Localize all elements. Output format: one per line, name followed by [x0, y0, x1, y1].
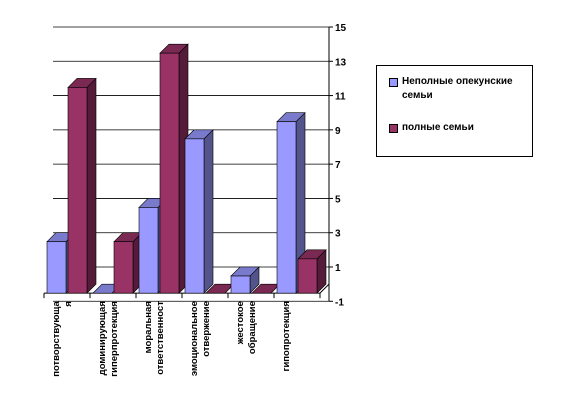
legend-label-series-2: полные семьи [402, 122, 474, 133]
bar [230, 266, 260, 294]
tick-label: 3 [335, 229, 341, 240]
baseline-depth [319, 283, 330, 294]
category-label: доминирующаягиперпротекция [97, 301, 120, 377]
tick-label: 1 [335, 263, 341, 274]
legend-label-series-1: Неполные опекунские семьи [402, 76, 513, 101]
tick-label: -1 [335, 297, 344, 308]
category-labels: потворствующая доминирующаягиперпротекция… [51, 300, 292, 376]
category-label-line: обращение [247, 301, 258, 354]
bar-front [113, 241, 134, 294]
bar-side [86, 77, 97, 294]
bar [297, 249, 327, 294]
legend-item-series-1: Неполные опекунские семьи [389, 75, 530, 103]
tick-label: 9 [335, 126, 341, 137]
category-label: гипопротекция [281, 301, 292, 371]
tick-label: 13 [335, 57, 347, 68]
category-label-line: я [63, 301, 74, 307]
bar-front [138, 207, 159, 294]
legend-swatch-series-2 [389, 124, 398, 133]
bar [67, 77, 97, 294]
bar-front [46, 241, 67, 294]
category-label-line: потворствующа [51, 300, 62, 376]
value-axis [43, 26, 333, 302]
category-label-line: гиперпротекция [109, 301, 120, 377]
category-label-line: доминирующая [97, 301, 108, 375]
bar [113, 231, 143, 294]
legend-swatch-series-1 [389, 78, 398, 87]
category-label-line: жестокое [235, 301, 246, 345]
bar-side [203, 129, 214, 294]
bar-front [159, 52, 180, 294]
bar [276, 111, 306, 294]
category-label-line: гипопротекция [281, 301, 292, 371]
bar-front [230, 275, 251, 294]
bar-front [297, 258, 318, 294]
bar-front [184, 138, 205, 294]
category-label-line: ответственност [155, 301, 166, 375]
bar [184, 129, 214, 294]
legend-item-series-2: полные семьи [389, 121, 530, 135]
tick-label: 7 [335, 160, 341, 171]
category-label-line: моральная [143, 301, 154, 353]
bar-front [276, 121, 297, 294]
category-label-line: эмоциональное [189, 301, 200, 376]
bar-front [67, 87, 88, 294]
tick-label: 11 [335, 92, 346, 103]
tick-label: 15 [335, 23, 347, 34]
category-label: эмоциональноеотвержение [189, 301, 212, 376]
category-label: жестокоеобращение [235, 301, 258, 354]
category-label: потворствующая [51, 300, 74, 376]
tick-label: 5 [335, 194, 341, 205]
bars [46, 43, 327, 294]
category-label: моральнаяответственност [143, 301, 166, 375]
category-label-line: отвержение [201, 301, 212, 357]
bar [159, 43, 189, 294]
legend: Неполные опекунские семьи полные семьи [376, 65, 533, 157]
